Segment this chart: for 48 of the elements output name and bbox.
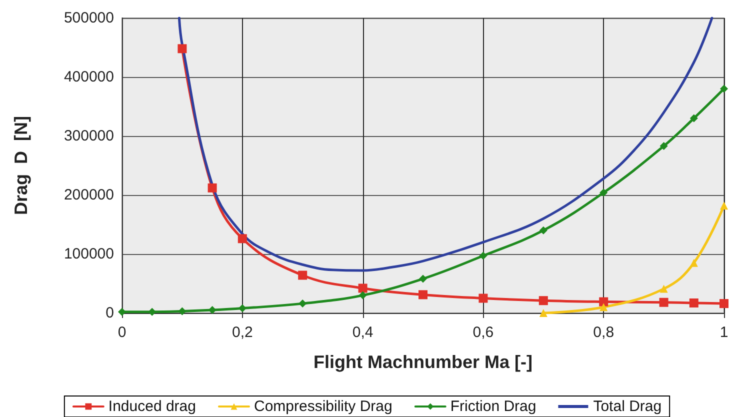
- point: [720, 299, 728, 308]
- legend-label: Compressibility Drag: [254, 398, 392, 415]
- line-series: [178, 16, 714, 272]
- y-tick-label: 300000: [64, 128, 114, 144]
- point: [178, 307, 186, 316]
- point: [238, 304, 246, 312]
- x-tick-label: 0: [118, 324, 126, 341]
- y-tick-label: 200000: [64, 186, 114, 204]
- point: [479, 252, 488, 260]
- point: [690, 258, 698, 267]
- point: [600, 303, 608, 312]
- point: [538, 296, 548, 306]
- y-tick-label: 500000: [64, 10, 114, 26]
- x-tick-label: 1: [720, 324, 728, 341]
- point: [720, 84, 728, 93]
- x-tick-label: 0,2: [232, 324, 253, 341]
- point: [298, 270, 308, 280]
- legend-label: Induced drag: [108, 398, 196, 415]
- legend-label: Friction Drag: [450, 398, 536, 415]
- point: [690, 114, 698, 122]
- point: [478, 294, 488, 303]
- point: [118, 308, 126, 316]
- point: [659, 298, 668, 307]
- point: [358, 291, 367, 300]
- point: [600, 188, 608, 197]
- point: [660, 142, 668, 150]
- point: [358, 284, 368, 293]
- point: [208, 306, 216, 314]
- point: [689, 298, 698, 308]
- point: [720, 202, 728, 210]
- legend-label: Total Drag: [593, 398, 662, 415]
- point: [660, 284, 668, 293]
- y-tick-label: 100000: [64, 246, 114, 262]
- x-tick-label: 0,4: [352, 324, 374, 341]
- point: [419, 274, 427, 283]
- point: [238, 234, 247, 244]
- x-tick-label: 0,8: [593, 324, 614, 341]
- x-axis-title: Flight Machnumber Ma [-]: [314, 352, 532, 372]
- point: [599, 297, 608, 306]
- point: [418, 290, 428, 300]
- y-axis-title: Drag D [N]: [11, 116, 31, 215]
- y-tick-label: 0: [106, 304, 114, 322]
- point: [539, 226, 548, 234]
- point: [539, 309, 548, 317]
- point: [178, 44, 187, 54]
- point: [208, 183, 217, 192]
- y-tick-label: 400000: [64, 68, 114, 86]
- x-tick-label: 0,6: [472, 324, 494, 341]
